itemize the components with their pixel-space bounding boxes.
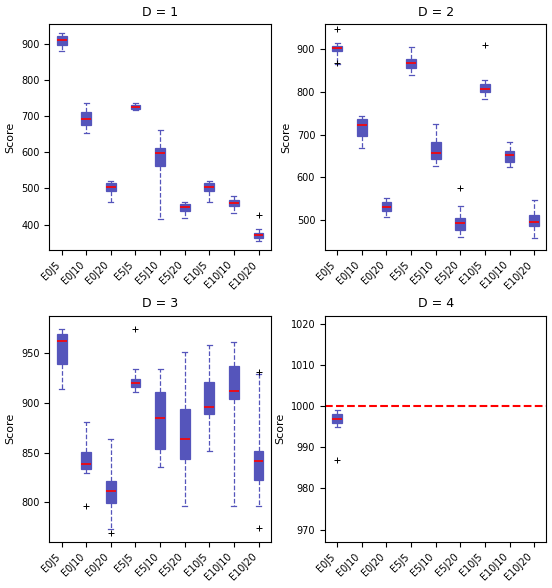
- PathPatch shape: [81, 452, 91, 469]
- PathPatch shape: [180, 205, 190, 211]
- PathPatch shape: [253, 233, 263, 238]
- PathPatch shape: [332, 46, 342, 51]
- PathPatch shape: [131, 105, 140, 109]
- PathPatch shape: [155, 148, 165, 166]
- PathPatch shape: [204, 382, 214, 414]
- Y-axis label: Score: Score: [6, 413, 15, 445]
- PathPatch shape: [106, 482, 116, 503]
- PathPatch shape: [406, 59, 416, 68]
- Title: D = 4: D = 4: [418, 298, 454, 310]
- Title: D = 1: D = 1: [142, 5, 178, 19]
- PathPatch shape: [332, 415, 342, 423]
- PathPatch shape: [155, 392, 165, 449]
- PathPatch shape: [106, 183, 116, 191]
- PathPatch shape: [131, 379, 140, 387]
- Y-axis label: Score: Score: [6, 121, 15, 152]
- PathPatch shape: [57, 36, 67, 45]
- PathPatch shape: [253, 450, 263, 480]
- PathPatch shape: [81, 112, 91, 125]
- PathPatch shape: [505, 151, 514, 162]
- PathPatch shape: [57, 333, 67, 365]
- PathPatch shape: [229, 366, 239, 399]
- PathPatch shape: [455, 218, 465, 230]
- Title: D = 3: D = 3: [142, 298, 178, 310]
- PathPatch shape: [381, 202, 391, 211]
- PathPatch shape: [180, 409, 190, 459]
- PathPatch shape: [480, 85, 490, 92]
- PathPatch shape: [357, 119, 367, 136]
- Y-axis label: Score: Score: [275, 413, 285, 445]
- PathPatch shape: [529, 215, 539, 226]
- Title: D = 2: D = 2: [418, 5, 454, 19]
- PathPatch shape: [431, 142, 440, 159]
- Y-axis label: Score: Score: [281, 121, 291, 152]
- PathPatch shape: [229, 200, 239, 206]
- PathPatch shape: [204, 183, 214, 191]
